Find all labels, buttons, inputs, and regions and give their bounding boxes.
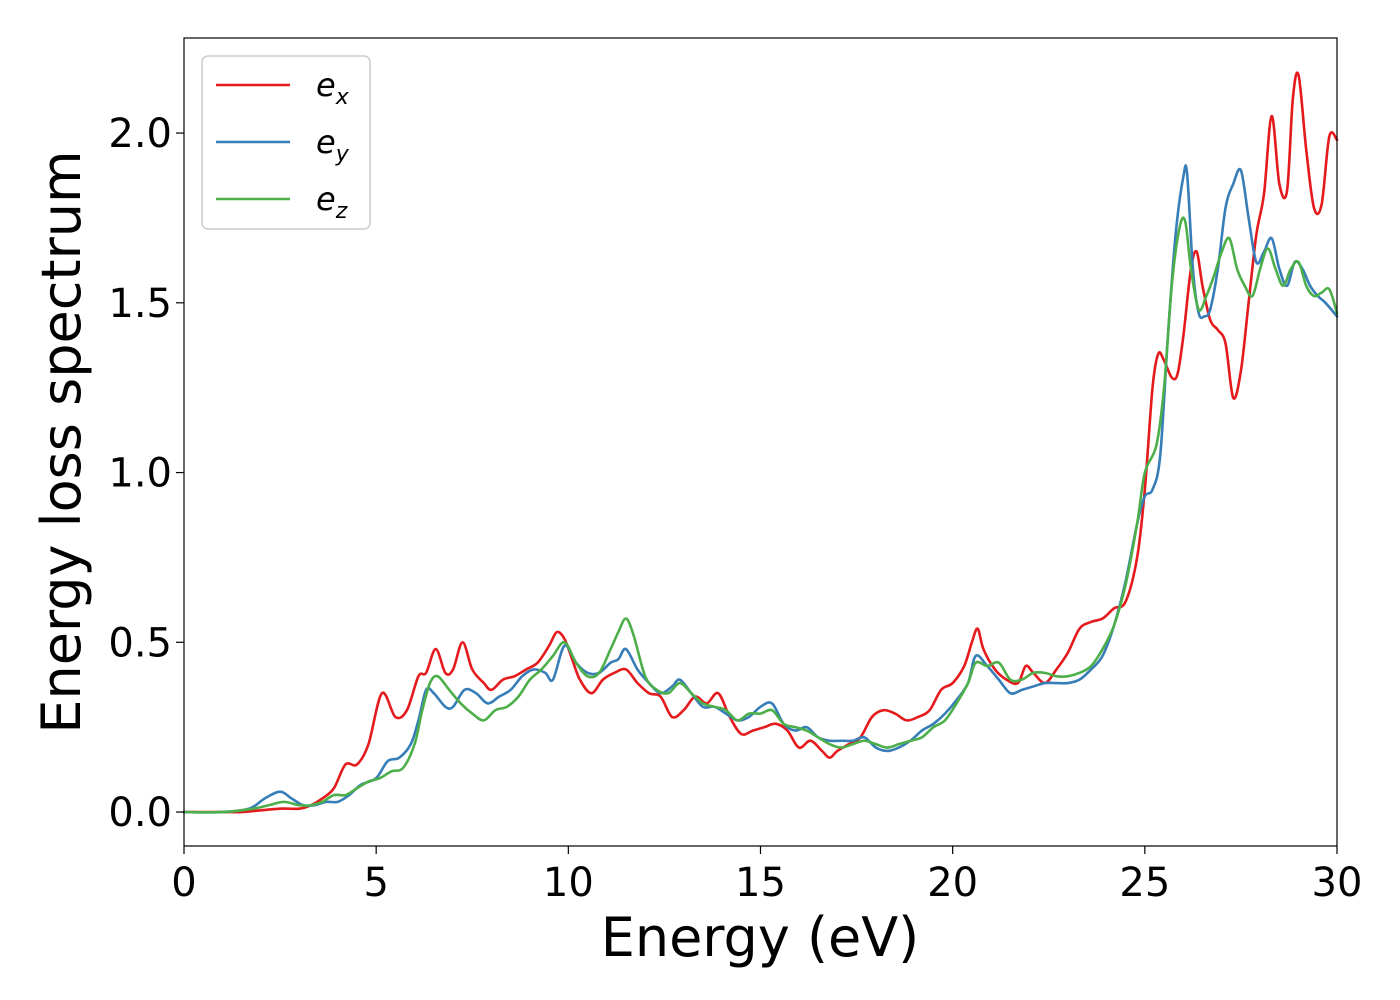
legend-label-e-y: ey bbox=[316, 123, 350, 167]
x-axis-title: Energy (eV) bbox=[601, 906, 920, 969]
y-axis-title: Energy loss spectrum bbox=[30, 150, 93, 733]
x-axis: 0 5 10 15 20 25 30 bbox=[171, 846, 1362, 906]
x-tick-label: 5 bbox=[363, 860, 388, 906]
series-line-e-z bbox=[182, 216, 1339, 814]
series-layer bbox=[182, 71, 1339, 814]
x-tick-label: 20 bbox=[927, 860, 978, 906]
series-line-e-y bbox=[182, 164, 1339, 814]
x-tick-label: 0 bbox=[171, 860, 196, 906]
y-tick-label: 0.5 bbox=[108, 620, 172, 666]
x-tick-label: 25 bbox=[1119, 860, 1170, 906]
y-tick-label: 0.0 bbox=[108, 790, 172, 836]
x-tick-label: 30 bbox=[1312, 860, 1363, 906]
x-tick-label: 10 bbox=[543, 860, 594, 906]
y-tick-label: 1.5 bbox=[108, 281, 172, 327]
y-tick-label: 2.0 bbox=[108, 111, 172, 157]
y-axis: 0.0 0.5 1.0 1.5 2.0 bbox=[108, 111, 184, 836]
legend: ex ey ez bbox=[201, 55, 371, 230]
series-line-e-x bbox=[182, 71, 1339, 814]
legend-label-e-z: ez bbox=[316, 180, 348, 224]
legend-label-e-x: ex bbox=[316, 66, 350, 110]
y-tick-label: 1.0 bbox=[108, 451, 172, 497]
x-tick-label: 15 bbox=[735, 860, 786, 906]
